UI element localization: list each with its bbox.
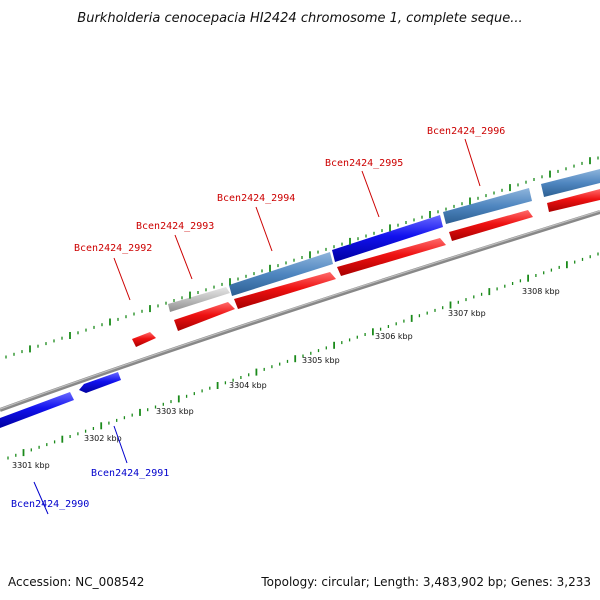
scale-label: 3305 kbp: [302, 356, 340, 365]
gene-labels: Bcen2424_2990 Bcen2424_2991 Bcen2424_299…: [11, 126, 505, 510]
scale-label: 3302 kbp: [84, 434, 122, 443]
scale-labels: 3301 kbp 3302 kbp 3303 kbp 3304 kbp 3305…: [12, 287, 560, 470]
gene-2994[interactable]: [234, 272, 336, 309]
scale-label: 3303 kbp: [156, 407, 194, 416]
topology-text: Topology: circular; Length: 3,483,902 bp…: [260, 575, 591, 589]
tick-row-upper: [5, 156, 599, 359]
leader-2995: [361, 170, 380, 218]
gene-2997-partial[interactable]: [547, 189, 600, 212]
gene-2995[interactable]: [337, 238, 446, 276]
leader-2992: [113, 257, 131, 301]
accession-text: Accession: NC_008542: [8, 575, 144, 589]
gene-2993[interactable]: [174, 302, 235, 331]
leader-2993: [174, 234, 193, 280]
gene-label-2994[interactable]: Bcen2424_2994: [217, 193, 295, 204]
leader-2994: [255, 206, 273, 252]
label-leaders: [33, 138, 481, 515]
gene-2997-upper-partial[interactable]: [541, 169, 600, 197]
scale-label: 3306 kbp: [375, 332, 413, 341]
genome-backbone: [0, 210, 600, 412]
tick-row-lower: [7, 252, 599, 460]
leader-2996: [464, 138, 481, 187]
gene-2990[interactable]: [0, 392, 74, 428]
gene-2992[interactable]: [132, 332, 156, 347]
gene-2996[interactable]: [449, 210, 533, 241]
genome-backbone-highlight: [0, 210, 600, 410]
map-title: Burkholderia cenocepacia HI2424 chromoso…: [77, 11, 522, 26]
gene-features: [0, 169, 600, 428]
gene-2995-upper[interactable]: [332, 215, 443, 262]
gene-label-2990[interactable]: Bcen2424_2990: [11, 499, 89, 510]
gene-label-2993[interactable]: Bcen2424_2993: [136, 221, 214, 232]
gene-label-2995[interactable]: Bcen2424_2995: [325, 158, 403, 169]
gene-label-2991[interactable]: Bcen2424_2991: [91, 468, 169, 479]
gene-2996-upper[interactable]: [443, 188, 532, 224]
scale-label: 3301 kbp: [12, 461, 50, 470]
scale-label: 3304 kbp: [229, 381, 267, 390]
gene-2993-upper[interactable]: [168, 287, 230, 312]
scale-label: 3307 kbp: [448, 309, 486, 318]
gene-2994-upper[interactable]: [229, 252, 333, 296]
gene-2991[interactable]: [79, 372, 121, 393]
gene-label-2996[interactable]: Bcen2424_2996: [427, 126, 505, 137]
scale-label: 3308 kbp: [522, 287, 560, 296]
leader-2990: [33, 481, 49, 515]
leader-2991: [113, 425, 128, 464]
gene-label-2992[interactable]: Bcen2424_2992: [74, 243, 152, 254]
